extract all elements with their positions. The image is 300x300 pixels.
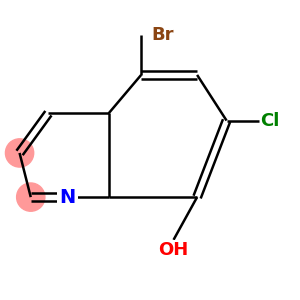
Text: Br: Br bbox=[152, 26, 174, 44]
Text: N: N bbox=[59, 188, 76, 207]
Text: OH: OH bbox=[158, 241, 189, 259]
Circle shape bbox=[16, 183, 45, 211]
Text: Cl: Cl bbox=[260, 112, 280, 130]
Circle shape bbox=[5, 139, 34, 167]
